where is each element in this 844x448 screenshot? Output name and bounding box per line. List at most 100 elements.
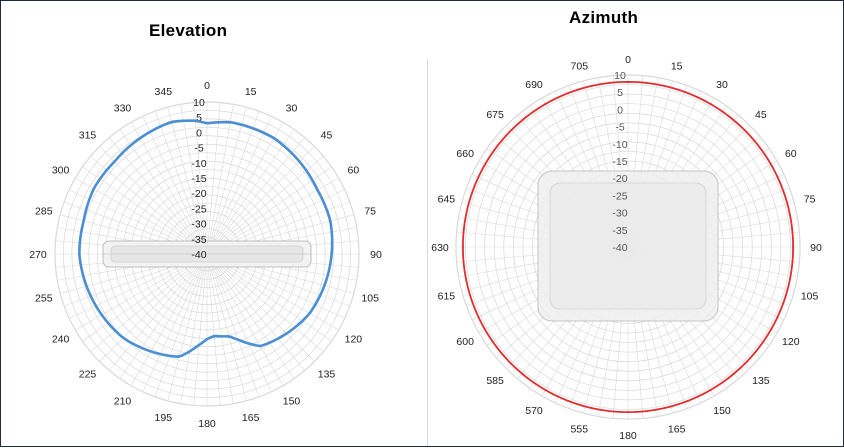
angle-label: 15: [245, 86, 257, 98]
grid-spoke: [206, 253, 332, 342]
trace-point: [461, 246, 464, 248]
trace-point: [198, 343, 201, 346]
grid-spoke: [90, 253, 208, 352]
trace-point: [330, 253, 333, 255]
radial-tick-label: -5: [194, 143, 203, 155]
grid-spoke: [154, 253, 208, 397]
azimuth-chart: 1050-5-10-15-20-25-30-35-400153045607590…: [431, 54, 822, 442]
grid-spoke: [206, 122, 284, 255]
grid-spoke: [206, 253, 315, 362]
angle-label: 60: [785, 148, 797, 160]
trace-point: [213, 334, 216, 337]
grid-spoke: [206, 111, 260, 255]
grid-spoke: [142, 116, 208, 255]
grid-spoke: [206, 253, 305, 371]
radial-tick-label: 0: [617, 104, 623, 116]
antenna-side-view-icon: [102, 240, 312, 268]
angle-label: 240: [52, 334, 70, 346]
angle-label: 270: [29, 249, 47, 261]
angle-label: 120: [782, 336, 800, 348]
radial-tick-label: -10: [612, 139, 627, 151]
grid-spoke: [119, 129, 208, 255]
radial-tick-label: -25: [191, 203, 206, 215]
trace-point: [92, 187, 95, 190]
radial-tick-label: 10: [193, 97, 205, 109]
trace-point: [113, 160, 116, 163]
angle-label: 105: [361, 293, 379, 305]
trace-point: [78, 253, 81, 255]
trace-point: [627, 80, 629, 83]
angle-label: 165: [242, 412, 260, 424]
trace-point: [709, 389, 712, 391]
trace-point: [272, 137, 275, 140]
grid-spoke: [206, 253, 272, 392]
angle-label: 195: [155, 412, 173, 424]
angle-label: 135: [318, 369, 336, 381]
trace-point: [178, 355, 181, 358]
angle-label: 285: [35, 205, 53, 217]
grid-spoke: [206, 253, 324, 352]
radial-tick-label: -10: [191, 158, 206, 170]
grid-spoke: [206, 166, 332, 255]
angle-label: 180: [619, 430, 637, 442]
angle-label: 60: [348, 165, 360, 177]
grid-spoke: [109, 253, 208, 371]
angle-label: 15: [671, 60, 683, 72]
angle-label: 105: [801, 291, 819, 303]
angle-label: 75: [804, 193, 816, 205]
angle-label: 630: [431, 242, 449, 254]
angle-label: 120: [345, 334, 363, 346]
grid-spoke: [206, 104, 234, 255]
radial-tick-label: -40: [191, 249, 206, 261]
trace-point: [627, 411, 629, 414]
angle-label: 0: [625, 54, 631, 66]
grid-spoke: [130, 253, 208, 386]
trace-point: [770, 163, 772, 166]
angle-label: 180: [198, 418, 216, 430]
angle-label: 690: [525, 79, 543, 91]
angle-label: 555: [571, 424, 589, 436]
radial-tick-label: -30: [191, 219, 206, 231]
radial-tick-label: -40: [612, 242, 627, 254]
angle-label: 600: [456, 336, 474, 348]
trace-point: [316, 189, 319, 192]
grid-spoke: [206, 156, 324, 255]
trace-point: [484, 328, 486, 331]
angle-label: 150: [713, 405, 731, 417]
trace-point: [228, 335, 231, 338]
grid-spoke: [109, 137, 208, 255]
radial-tick-label: 0: [196, 127, 202, 139]
grid-spoke: [82, 166, 208, 255]
grid-spoke: [130, 122, 208, 255]
angle-label: 225: [79, 369, 97, 381]
angle-label: 660: [456, 148, 474, 160]
grid-spoke: [206, 253, 295, 379]
trace-point: [770, 328, 772, 331]
angle-label: 45: [755, 109, 767, 121]
grid-spoke: [206, 253, 260, 397]
angle-label: 315: [79, 130, 97, 142]
angle-label: 330: [114, 103, 132, 115]
grid-spoke: [206, 253, 247, 401]
panel-divider: [427, 59, 428, 446]
angle-label: 705: [571, 60, 589, 72]
trace-point: [544, 103, 547, 105]
radial-tick-label: -35: [612, 225, 627, 237]
angle-label: 90: [810, 242, 822, 254]
grid-spoke: [180, 253, 208, 404]
angle-label: 345: [155, 86, 173, 98]
trace-point: [323, 284, 326, 287]
grid-spoke: [193, 102, 208, 255]
angle-label: 300: [52, 165, 70, 177]
trace-point: [149, 350, 152, 353]
angle-label: 210: [114, 395, 132, 407]
grid-spoke: [82, 253, 208, 342]
angle-label: 45: [321, 130, 333, 142]
angle-label: 570: [525, 405, 543, 417]
trace-point: [194, 119, 197, 122]
radial-tick-label: -30: [612, 208, 627, 220]
radial-tick-label: 10: [614, 70, 626, 82]
